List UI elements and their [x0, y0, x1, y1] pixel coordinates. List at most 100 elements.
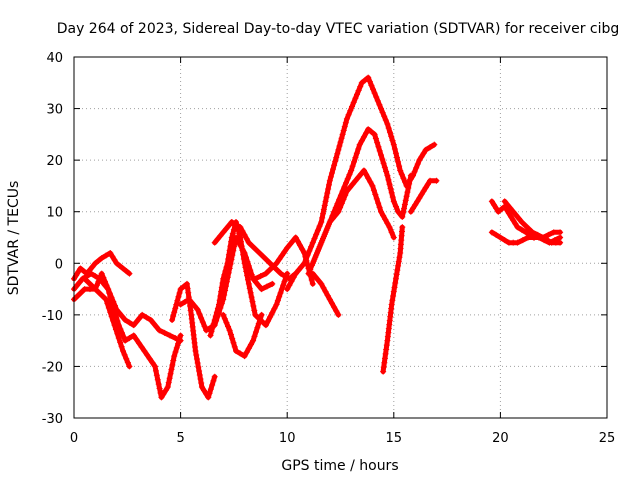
- data-point: [122, 317, 129, 324]
- marker-plus: [345, 111, 352, 118]
- data-point: [335, 208, 342, 215]
- marker-plus: [271, 305, 278, 312]
- marker-plus: [218, 288, 225, 295]
- marker-plus: [380, 364, 387, 371]
- marker-plus: [311, 235, 318, 242]
- marker-plus: [420, 150, 427, 157]
- marker-plus: [325, 223, 332, 230]
- marker-plus: [389, 194, 396, 201]
- chart-title: Day 264 of 2023, Sidereal Day-to-day VTE…: [57, 21, 620, 37]
- data-point: [171, 353, 178, 360]
- marker-plus: [199, 319, 206, 326]
- marker-plus: [160, 390, 167, 397]
- marker-plus: [250, 303, 257, 310]
- x-tick-label: 25: [599, 431, 616, 446]
- data-point: [386, 224, 393, 231]
- data-point: [98, 270, 105, 277]
- marker-plus: [413, 164, 420, 171]
- marker-plus: [370, 187, 377, 194]
- marker-plus: [398, 171, 405, 178]
- series-satellite-track-16: [407, 177, 440, 215]
- marker-plus: [374, 139, 381, 146]
- marker-plus: [400, 175, 407, 182]
- marker-plus: [95, 257, 102, 264]
- marker-plus: [102, 252, 109, 259]
- marker-plus: [222, 268, 229, 275]
- marker-plus: [276, 256, 283, 263]
- data-point: [378, 105, 385, 112]
- data-point: [495, 208, 502, 215]
- marker-plus: [123, 268, 130, 275]
- marker-plus: [352, 154, 359, 161]
- series-satellite-track-7: [207, 219, 291, 339]
- marker-plus: [149, 359, 156, 366]
- marker-plus: [115, 335, 122, 342]
- marker-plus: [357, 83, 364, 90]
- data-series: [71, 74, 564, 401]
- marker-plus: [534, 231, 541, 238]
- marker-plus: [171, 309, 178, 316]
- marker-plus: [217, 232, 224, 239]
- data-point: [292, 234, 299, 241]
- marker-plus: [424, 181, 431, 188]
- data-point: [177, 301, 184, 308]
- marker-plus: [252, 329, 259, 336]
- series-line: [82, 271, 184, 344]
- marker-plus: [138, 344, 145, 351]
- marker-plus: [226, 247, 233, 254]
- marker-plus: [313, 231, 320, 238]
- marker-plus: [327, 173, 334, 180]
- marker-plus: [380, 160, 387, 167]
- y-tick-label: 0: [55, 257, 63, 272]
- marker-plus: [386, 181, 393, 188]
- marker-plus: [392, 150, 399, 157]
- data-point: [224, 260, 231, 267]
- marker-plus: [341, 123, 348, 130]
- data-point: [113, 306, 120, 313]
- data-point: [371, 90, 378, 97]
- y-tick-label: 40: [46, 51, 63, 66]
- marker-plus: [246, 285, 253, 292]
- marker-plus: [504, 201, 511, 208]
- marker-plus: [307, 266, 314, 273]
- data-point: [390, 141, 397, 148]
- plot-frame: [73, 56, 608, 419]
- data-point: [237, 234, 244, 241]
- data-point: [369, 182, 376, 189]
- data-point: [407, 172, 414, 179]
- marker-plus: [380, 212, 387, 219]
- data-point: [365, 74, 372, 81]
- marker-plus: [227, 331, 234, 338]
- axis-ticks: 0 5 10 15 20 25 -30 -20 -10 0 10 20 30 40: [42, 51, 616, 446]
- data-point: [258, 286, 265, 293]
- marker-plus: [306, 247, 313, 254]
- marker-plus: [355, 87, 362, 94]
- marker-plus: [384, 220, 391, 227]
- marker-plus: [172, 305, 179, 312]
- marker-plus: [373, 195, 380, 202]
- marker-plus: [379, 156, 386, 163]
- data-point: [540, 234, 547, 241]
- marker-plus: [108, 294, 115, 301]
- marker-plus: [522, 222, 529, 229]
- y-tick-label: 10: [46, 206, 63, 221]
- data-point: [113, 260, 120, 267]
- data-point: [245, 239, 252, 246]
- marker-plus: [276, 293, 283, 300]
- marker-plus: [206, 390, 213, 397]
- marker-plus: [393, 154, 400, 161]
- marker-plus: [201, 387, 208, 394]
- marker-plus: [346, 184, 353, 191]
- data-point: [557, 229, 564, 236]
- x-tick-label: 0: [70, 431, 78, 446]
- marker-plus: [363, 130, 370, 137]
- marker-plus: [333, 154, 340, 161]
- x-tick-label: 15: [386, 431, 403, 446]
- marker-plus: [308, 243, 315, 250]
- data-point: [220, 311, 227, 318]
- marker-plus: [196, 368, 203, 375]
- marker-plus: [329, 215, 336, 222]
- marker-plus: [93, 282, 100, 289]
- marker-plus: [244, 272, 251, 279]
